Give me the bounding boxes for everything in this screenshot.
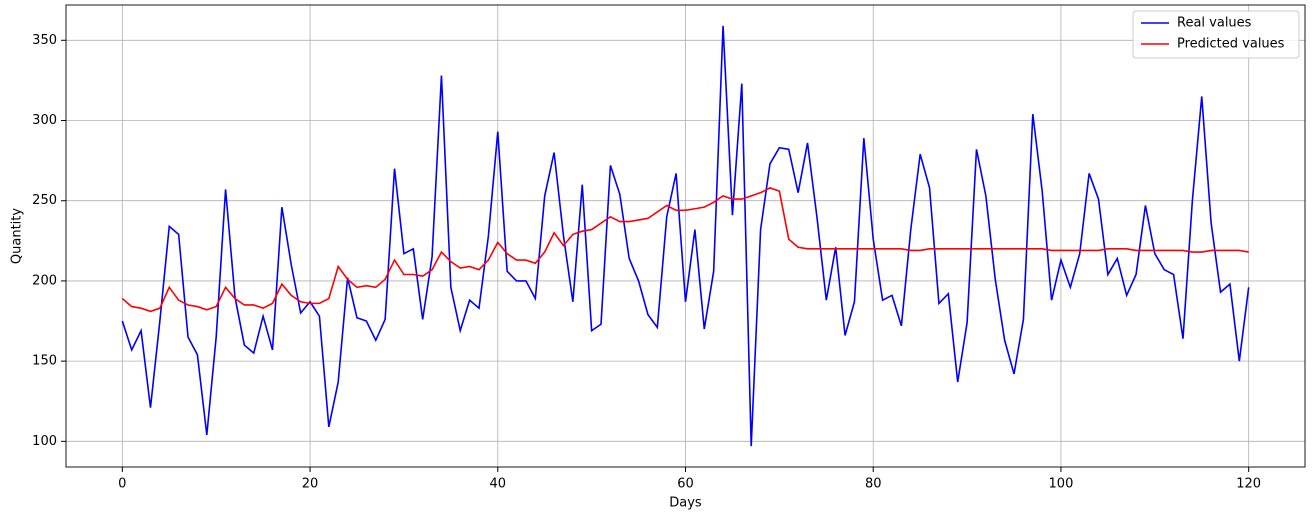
x-tick-label: 60: [677, 477, 694, 492]
series-line: [121, 187, 1249, 313]
legend-label: Predicted values: [1177, 37, 1285, 52]
x-tick-label: 0: [118, 477, 126, 492]
y-tick-label: 100: [32, 434, 57, 449]
legend: Real values Predicted values: [1132, 10, 1300, 59]
legend-box: [1132, 10, 1300, 59]
plot-frame: [65, 4, 1306, 468]
y-tick-label: 250: [32, 193, 57, 208]
legend-label: Real values: [1177, 16, 1252, 31]
y-tick-label: 200: [32, 273, 57, 288]
x-axis-label: Days: [669, 496, 702, 511]
x-tick-label: 80: [865, 477, 882, 492]
y-tick-label: 300: [32, 113, 57, 128]
x-tick-label: 100: [1049, 477, 1074, 492]
y-tick-label: 350: [32, 33, 57, 48]
x-tick-label: 40: [489, 477, 506, 492]
x-tick-label: 20: [302, 477, 319, 492]
y-axis-label: Quantity: [10, 208, 25, 264]
y-tick-label: 150: [32, 354, 57, 369]
series-line: [121, 25, 1250, 447]
x-tick-label: 120: [1236, 477, 1261, 492]
